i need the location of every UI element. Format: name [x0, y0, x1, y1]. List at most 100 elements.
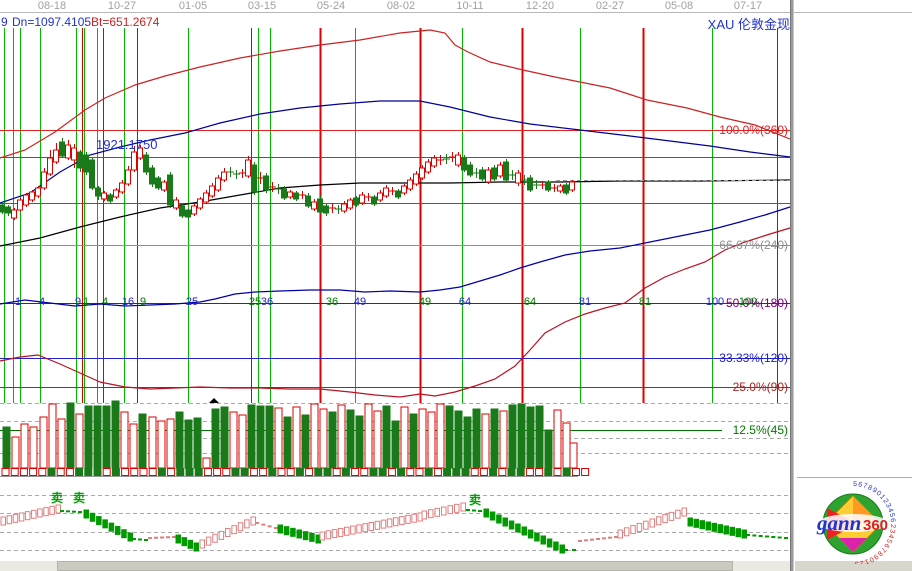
- volume-bar: [499, 410, 508, 469]
- candlestick: [323, 205, 329, 214]
- square-number-label: 25: [185, 296, 199, 308]
- volume-bar: [535, 405, 544, 469]
- indicator-body: [489, 511, 496, 521]
- ribbon-block: [387, 468, 396, 476]
- indicator-body: [393, 517, 399, 527]
- indicator-body: [102, 519, 108, 529]
- candlestick: [77, 151, 83, 169]
- candlestick: [557, 185, 563, 192]
- indicator-dash: [60, 510, 64, 512]
- indicator-body: [527, 529, 534, 539]
- ribbon-block: [130, 468, 139, 476]
- indicator-dash: [138, 538, 142, 541]
- indicator-body: [668, 511, 675, 521]
- indicator-body: [687, 517, 693, 527]
- ribbon-block: [111, 468, 120, 476]
- square-number-label: 49: [418, 296, 432, 308]
- indicator-body: [290, 527, 296, 537]
- indicator-body: [356, 524, 362, 534]
- indicator-body: [681, 507, 687, 517]
- ribbon-block: [47, 468, 56, 476]
- indicator-dash: [572, 549, 576, 551]
- horizontal-scrollbar-thumb[interactable]: [57, 561, 733, 571]
- indicator-dash: [596, 538, 600, 540]
- indicator-body: [31, 509, 37, 519]
- date-tick-label: 12-20: [525, 0, 555, 12]
- candlestick: [101, 192, 107, 200]
- indicator-body: [729, 526, 735, 536]
- candlestick: [569, 181, 575, 191]
- candlestick: [353, 197, 359, 206]
- pane-splitter[interactable]: [790, 0, 794, 571]
- ribbon-block: [29, 468, 38, 476]
- volume-bar: [184, 419, 193, 469]
- indicator-body: [521, 526, 527, 536]
- candlestick: [161, 181, 167, 191]
- fib-level-label: 33.33%(120): [719, 351, 788, 365]
- indicator-dash: [172, 536, 176, 538]
- square-number-label: 4: [38, 296, 46, 308]
- volume-bar: [337, 404, 346, 469]
- volume-bar: [166, 418, 175, 469]
- candlestick: [419, 167, 425, 179]
- ribbon-block: [314, 468, 323, 476]
- indicator-body: [193, 542, 199, 552]
- ribbon-block: [489, 468, 498, 476]
- candlestick: [83, 154, 89, 173]
- indicator-dash: [478, 510, 482, 512]
- ribbon-block: [222, 468, 231, 476]
- candlestick: [281, 188, 287, 199]
- date-tick-label: 01-05: [178, 0, 208, 12]
- candlestick: [425, 161, 431, 173]
- indicator-body: [199, 539, 205, 549]
- candlestick: [149, 167, 155, 185]
- ribbon-block: [75, 468, 84, 476]
- volume-bar: [517, 403, 526, 469]
- volume-bar: [400, 406, 409, 469]
- candlestick: [23, 194, 29, 206]
- ribbon-block: [562, 468, 571, 476]
- square-number-label: 1: [14, 296, 22, 308]
- ribbon-block: [93, 468, 102, 476]
- indicator-body: [515, 523, 521, 533]
- volume-bar: [11, 436, 20, 469]
- indicator-body: [37, 508, 43, 518]
- indicator-dash: [166, 536, 170, 539]
- indicator-body: [325, 530, 332, 540]
- truncated-count-label: 9: [1, 15, 8, 29]
- ribbon-block: [351, 468, 360, 476]
- volume-bar: [373, 410, 382, 469]
- ribbon-block: [535, 468, 544, 476]
- ribbon-block: [10, 468, 19, 476]
- volume-bar: [328, 411, 337, 469]
- ribbon-block: [424, 468, 433, 476]
- ribbon-block: [231, 468, 240, 476]
- indicator-body: [649, 518, 655, 528]
- ribbon-block: [415, 468, 424, 476]
- curve-upper-band-red: [0, 29, 791, 159]
- volume-bar: [445, 405, 454, 469]
- indicator-body: [741, 529, 747, 539]
- candlestick: [305, 195, 311, 207]
- candlestick: [497, 164, 503, 177]
- indicator-body: [319, 531, 325, 541]
- indicator-dash: [154, 536, 158, 539]
- indicator-body: [205, 536, 212, 546]
- logo-number: 360: [863, 517, 888, 534]
- indicator-body: [331, 529, 338, 539]
- candlestick: [545, 181, 551, 191]
- indicator-dash: [472, 509, 476, 512]
- indicator-body: [662, 514, 668, 524]
- square-number-label: 81: [578, 296, 592, 308]
- date-tick-label: 02-27: [595, 0, 625, 12]
- logo-text-band: [818, 514, 888, 532]
- indicator-dash: [608, 536, 612, 539]
- volume-bar: [157, 420, 166, 469]
- indicator-body: [655, 516, 662, 526]
- scrollbar-corner: [795, 561, 912, 571]
- candlestick: [461, 157, 467, 171]
- candlestick: [5, 206, 11, 214]
- logo-word: gann: [816, 511, 861, 535]
- volume-bar: [93, 405, 102, 469]
